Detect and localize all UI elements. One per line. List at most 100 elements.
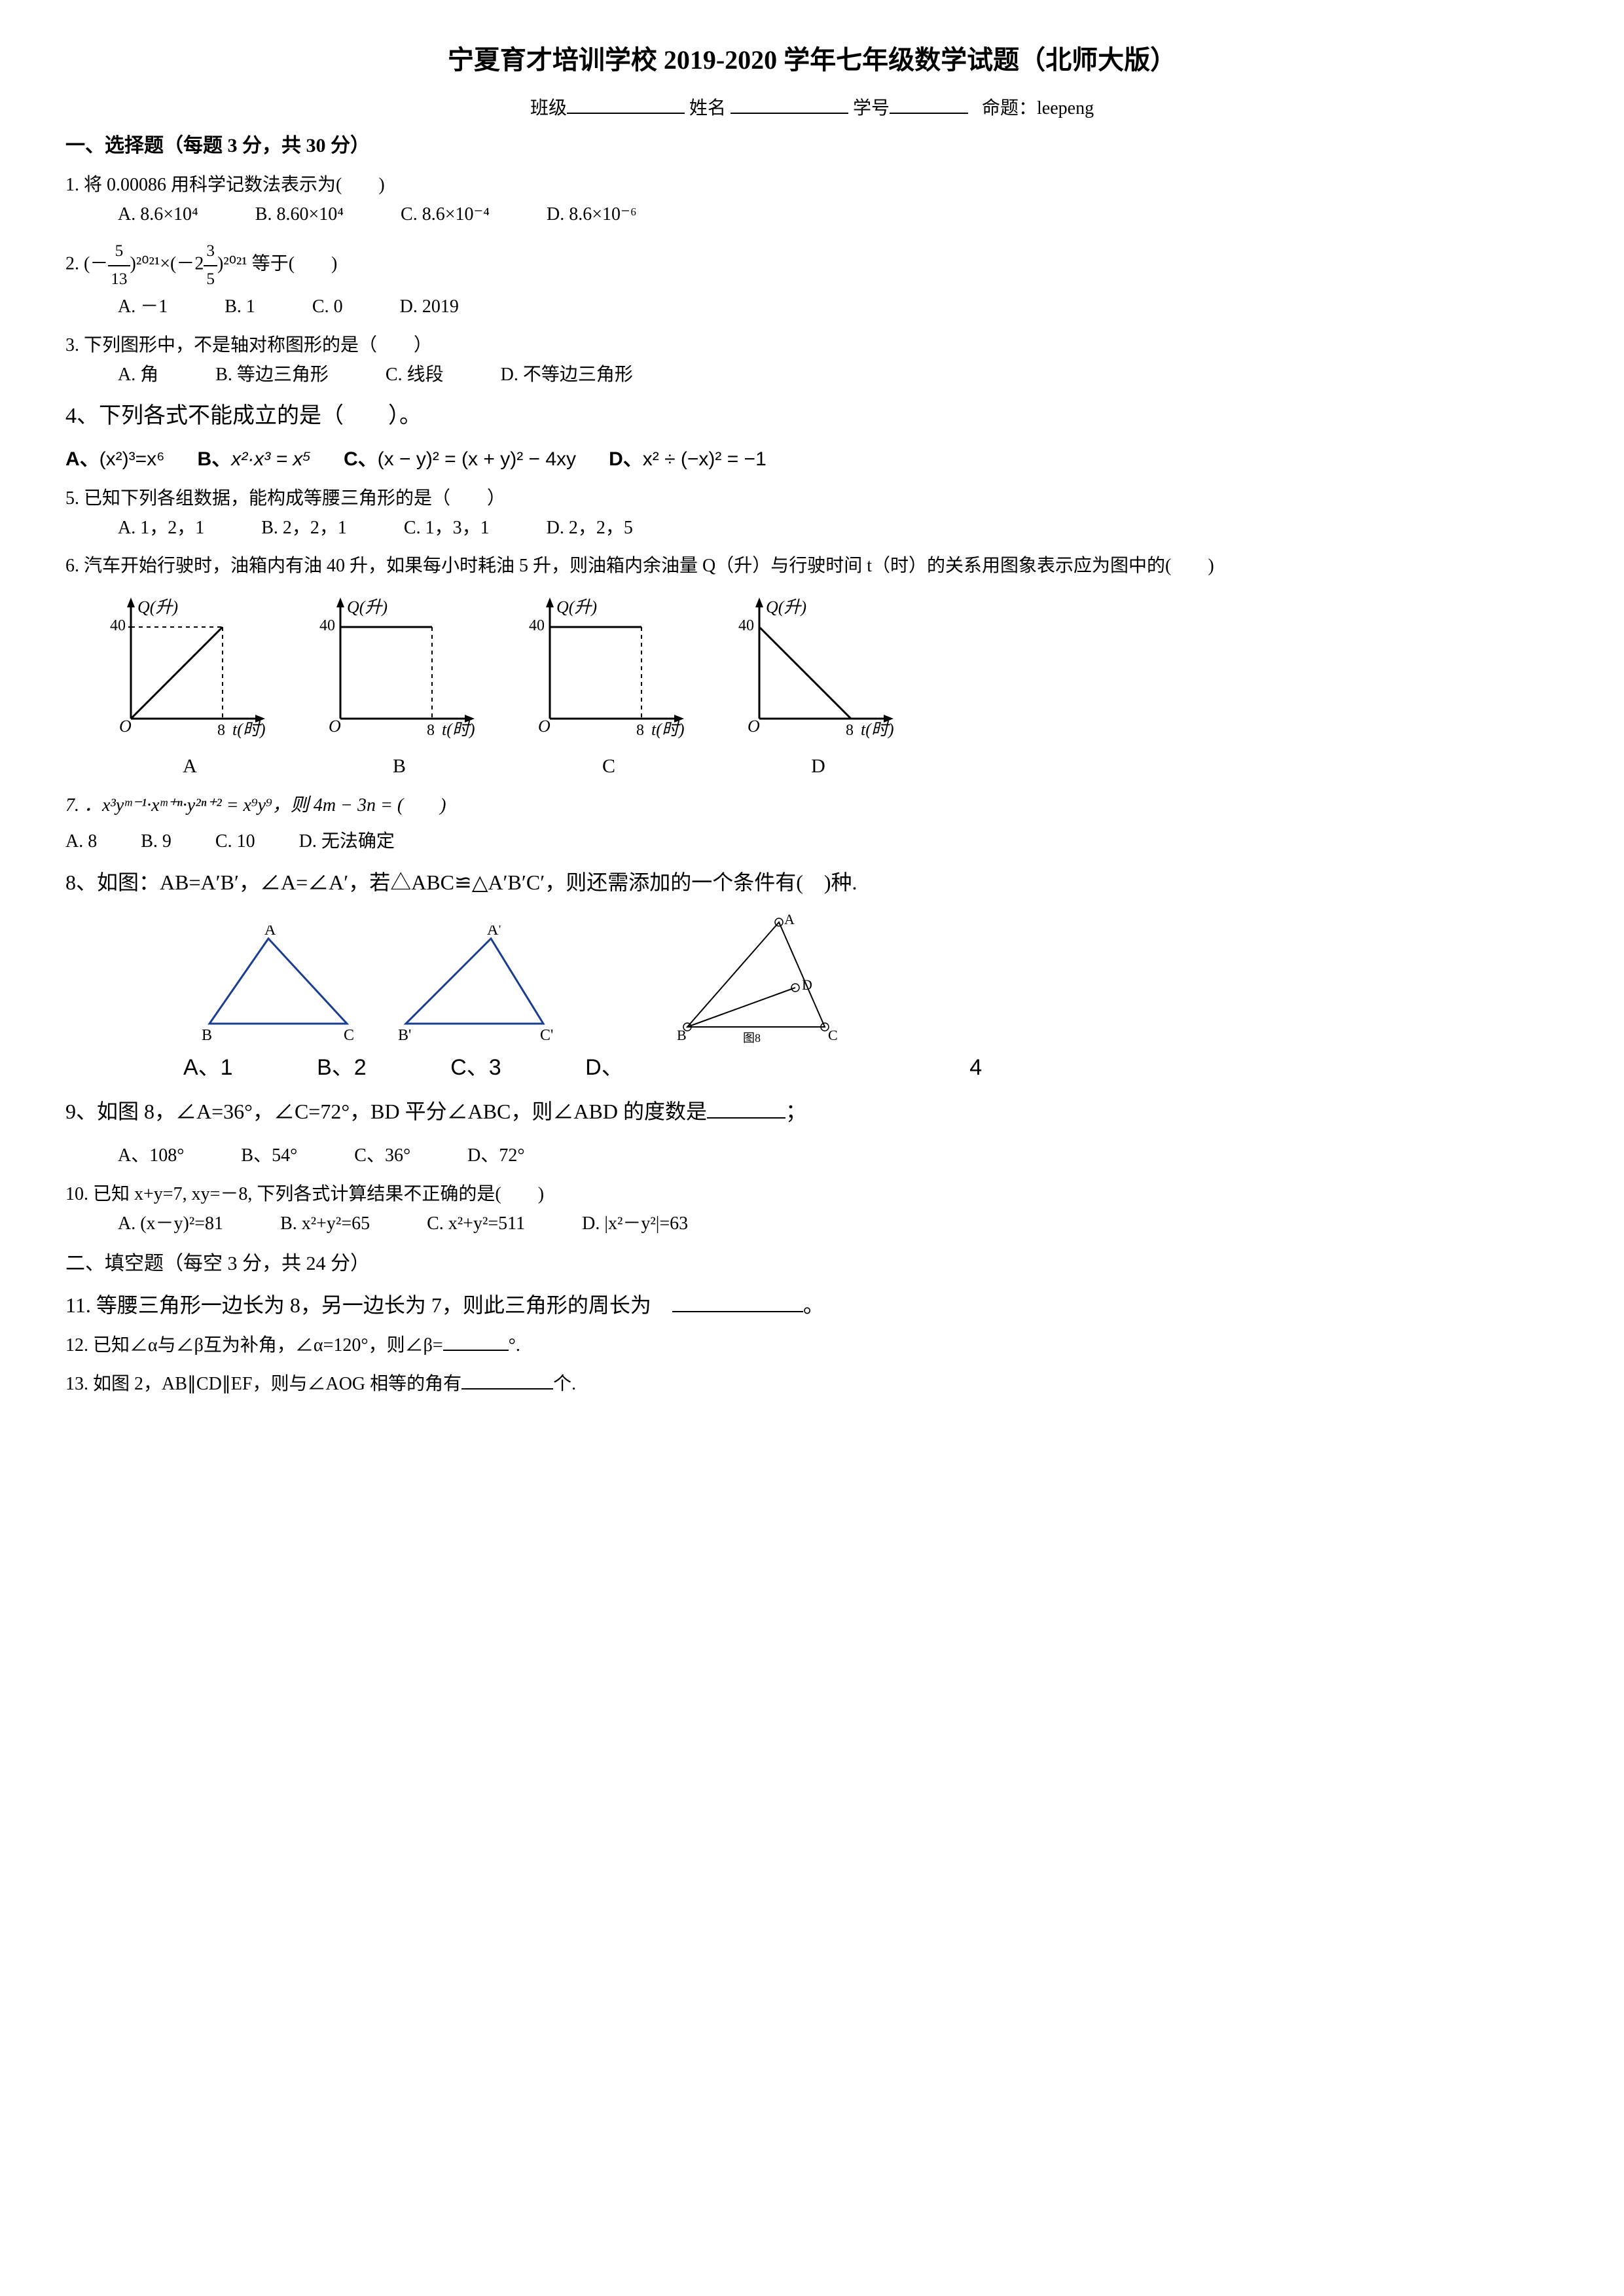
- q13: 13. 如图 2，AB∥CD∥EF，则与∠AOG 相等的角有 个.: [65, 1370, 1559, 1399]
- q9-optB[interactable]: B、54°: [241, 1141, 297, 1171]
- q8-figures: A B C A' B' C' A B C D 图8: [196, 912, 1559, 1043]
- vertex-A: A: [264, 925, 276, 939]
- name-blank[interactable]: [731, 94, 848, 114]
- figure-8: A B C D 图8: [668, 912, 851, 1043]
- q2-options: A. －1 B. 1 C. 0 D. 2019: [118, 293, 1559, 322]
- q2-optB[interactable]: B. 1: [225, 293, 255, 322]
- q4-optA[interactable]: (x²)³=x⁶: [99, 448, 165, 470]
- q2-prefix: 2. (－: [65, 254, 108, 274]
- chart-D-yval: 40: [738, 617, 754, 634]
- q8-optD[interactable]: D、: [585, 1050, 624, 1085]
- q3-optB[interactable]: B. 等边三角形: [215, 361, 329, 390]
- q7-optD[interactable]: D. 无法确定: [299, 831, 395, 852]
- q5-optB[interactable]: B. 2，2，1: [261, 514, 347, 543]
- q12-suffix: °.: [509, 1335, 520, 1355]
- chart-A-origin: O: [119, 717, 132, 736]
- q5-optC[interactable]: C. 1，3，1: [404, 514, 490, 543]
- q13-suffix: 个.: [553, 1374, 576, 1394]
- q4-optD-lbl: D、: [609, 448, 643, 470]
- q4-optB[interactable]: x²·x³ = x⁵: [231, 448, 311, 470]
- chart-C: Q(升) 40 O 8 t(时) C: [524, 594, 694, 782]
- info-line: 班级 姓名 学号 命题：leepeng: [65, 94, 1559, 124]
- fig8-B: B: [677, 1027, 687, 1043]
- q7-text: 7. ．x³yᵐ⁻¹·xᵐ⁺ⁿ·y²ⁿ⁺² = x⁹y⁹，则 4m − 3n =…: [65, 791, 1559, 821]
- id-blank[interactable]: [890, 94, 968, 114]
- chart-D-svg: Q(升) 40 O 8 t(时): [733, 594, 903, 738]
- q9-options: A、108° B、54° C、36° D、72°: [118, 1141, 1559, 1171]
- q9-blank[interactable]: [707, 1096, 785, 1119]
- chart-B-svg: Q(升) 40 O 8 t(时): [314, 594, 484, 738]
- q10-optD[interactable]: D. |x²－y²|=63: [582, 1210, 688, 1239]
- name-label: 姓名: [689, 98, 726, 118]
- q8-optC[interactable]: C、3: [450, 1050, 501, 1085]
- q2-mid2: )²⁰²¹ 等于( ): [217, 254, 337, 274]
- q9-text: 9、如图 8，∠A=36°，∠C=72°，BD 平分∠ABC，则∠ABD 的度数…: [65, 1100, 707, 1123]
- chart-C-xval: 8: [636, 722, 644, 738]
- q10-optA[interactable]: A. (x－y)²=81: [118, 1210, 223, 1239]
- q1-optC[interactable]: C. 8.6×10⁻⁴: [401, 200, 490, 230]
- q13-blank[interactable]: [461, 1370, 553, 1390]
- q4-optC[interactable]: (x − y)² = (x + y)² − 4xy: [378, 448, 576, 470]
- q13-text: 13. 如图 2，AB∥CD∥EF，则与∠AOG 相等的角有: [65, 1374, 461, 1394]
- q9-optD[interactable]: D、72°: [467, 1141, 524, 1171]
- q11-text: 11. 等腰三角形一边长为 8，另一边长为 7，则此三角形的周长为: [65, 1293, 672, 1317]
- chart-C-yval: 40: [529, 617, 545, 634]
- chart-A: Q(升) 40 O 8 t(时) A: [105, 594, 275, 782]
- q5-text: 5. 已知下列各组数据，能构成等腰三角形的是（ ）: [65, 484, 1559, 514]
- q5-optA[interactable]: A. 1，2，1: [118, 514, 204, 543]
- q6-charts: Q(升) 40 O 8 t(时) A Q(升) 40 O 8 t(时) B: [105, 594, 1559, 782]
- q7-optB[interactable]: B. 9: [141, 831, 171, 852]
- page-title: 宁夏育才培训学校 2019-2020 学年七年级数学试题（北师大版）: [65, 39, 1559, 81]
- q3-optC[interactable]: C. 线段: [386, 361, 444, 390]
- q11-blank[interactable]: [672, 1290, 803, 1312]
- q7-optC[interactable]: C. 10: [215, 831, 255, 852]
- q2-frac1: 513: [108, 238, 130, 293]
- q9-optC[interactable]: C、36°: [354, 1141, 410, 1171]
- q2: 2. (－513)²⁰²¹×(－235)²⁰²¹ 等于( ) A. －1 B. …: [65, 238, 1559, 321]
- class-label: 班级: [530, 98, 567, 118]
- section1-header-text: 一、选择题（每题 3 分，共 30 分）: [65, 135, 370, 156]
- q8-optB[interactable]: B、2: [317, 1050, 367, 1085]
- q1-optB[interactable]: B. 8.60×10⁴: [255, 200, 344, 230]
- q1: 1. 将 0.00086 用科学记数法表示为( ) A. 8.6×10⁴ B. …: [65, 171, 1559, 230]
- q10-optB[interactable]: B. x²+y²=65: [280, 1210, 370, 1239]
- fig8-A: A: [784, 912, 795, 927]
- chart-B-ylabel: Q(升): [347, 598, 388, 617]
- q4-optD[interactable]: x² ÷ (−x)² = −1: [643, 448, 767, 470]
- q5-optD[interactable]: D. 2，2，5: [547, 514, 633, 543]
- q2-optD[interactable]: D. 2019: [400, 293, 459, 322]
- q8-opt4: 4: [969, 1050, 982, 1085]
- q2-mid1: )²⁰²¹×(－2: [130, 254, 204, 274]
- q7-options: A. 8 B. 9 C. 10 D. 无法确定: [65, 827, 1559, 857]
- q7-optA[interactable]: A. 8: [65, 831, 97, 852]
- q1-optA[interactable]: A. 8.6×10⁴: [118, 200, 198, 230]
- q2-optA[interactable]: A. －1: [118, 293, 168, 322]
- triangle-ABC: A B C: [196, 925, 367, 1043]
- chart-C-origin: O: [538, 717, 550, 736]
- vertex-C: C: [344, 1027, 354, 1043]
- q9-optA[interactable]: A、108°: [118, 1141, 184, 1171]
- q12-blank[interactable]: [443, 1331, 509, 1351]
- q4-text: 4、下列各式不能成立的是（ ）。: [65, 399, 1559, 434]
- q3-optA[interactable]: A. 角: [118, 361, 158, 390]
- q10-options: A. (x－y)²=81 B. x²+y²=65 C. x²+y²=511 D.…: [118, 1210, 1559, 1239]
- chart-B-origin: O: [329, 717, 341, 736]
- q6: 6. 汽车开始行驶时，油箱内有油 40 升，如果每小时耗油 5 升，则油箱内余油…: [65, 552, 1559, 581]
- q4-optB-lbl: B、: [198, 448, 232, 470]
- chart-D-ylabel: Q(升): [766, 598, 806, 617]
- fig8-C: C: [828, 1027, 838, 1043]
- q10-text: 10. 已知 x+y=7, xy=－8, 下列各式计算结果不正确的是( ): [65, 1180, 1559, 1210]
- class-blank[interactable]: [567, 94, 685, 114]
- q1-text: 1. 将 0.00086 用科学记数法表示为( ): [65, 171, 1559, 200]
- q1-optD[interactable]: D. 8.6×10⁻⁶: [547, 200, 637, 230]
- q6-text: 6. 汽车开始行驶时，油箱内有油 40 升，如果每小时耗油 5 升，则油箱内余油…: [65, 552, 1559, 581]
- q2-optC[interactable]: C. 0: [312, 293, 343, 322]
- q12-text: 12. 已知∠α与∠β互为补角，∠α=120°，则∠β=: [65, 1335, 443, 1355]
- q11: 11. 等腰三角形一边长为 8，另一边长为 7，则此三角形的周长为 。: [65, 1289, 1559, 1322]
- q10-optC[interactable]: C. x²+y²=511: [427, 1210, 525, 1239]
- q5-options: A. 1，2，1 B. 2，2，1 C. 1，3，1 D. 2，2，5: [118, 514, 1559, 543]
- q3-optD[interactable]: D. 不等边三角形: [501, 361, 633, 390]
- q8-options: A、1 B、2 C、3 D、 4: [183, 1050, 1559, 1086]
- section1-header: 一、选择题（每题 3 分，共 30 分）: [65, 130, 1559, 162]
- q8-optA[interactable]: A、1: [183, 1050, 233, 1085]
